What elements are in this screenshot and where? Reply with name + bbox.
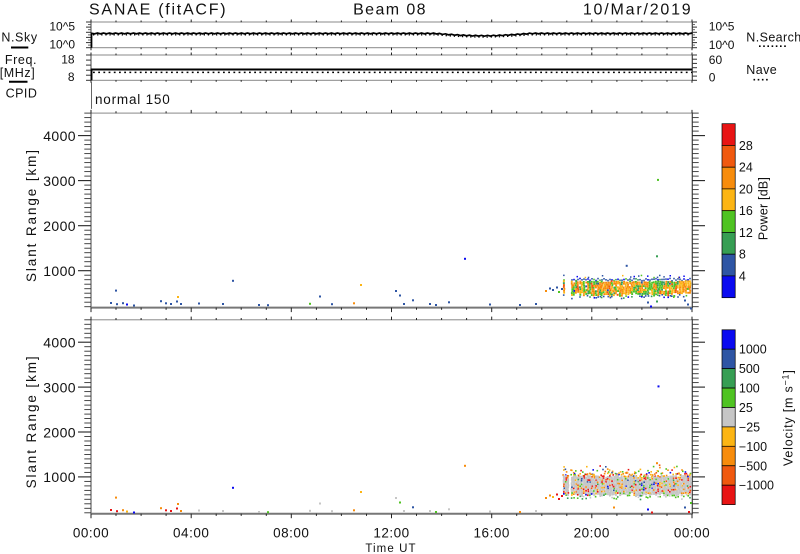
svg-text:12:00: 12:00	[373, 526, 409, 541]
svg-text:Slant Range [km]: Slant Range [km]	[24, 148, 39, 282]
svg-text:25: 25	[739, 401, 753, 415]
svg-text:Slant Range [km]: Slant Range [km]	[24, 354, 39, 488]
svg-text:N.Search: N.Search	[746, 31, 800, 45]
svg-text:2000: 2000	[43, 218, 76, 234]
svg-text:Time UT: Time UT	[365, 543, 416, 554]
svg-text:−100: −100	[739, 440, 767, 454]
svg-text:00:00: 00:00	[73, 526, 109, 541]
svg-text:00:00: 00:00	[674, 526, 710, 541]
svg-text:12: 12	[739, 226, 753, 240]
svg-text:10/Mar/2019: 10/Mar/2019	[583, 2, 693, 19]
svg-text:−25: −25	[739, 420, 760, 434]
svg-text:4000: 4000	[43, 335, 76, 351]
svg-text:28: 28	[739, 139, 753, 153]
svg-text:[MHz]: [MHz]	[0, 66, 35, 80]
svg-text:1000: 1000	[739, 343, 767, 357]
svg-text:10^5: 10^5	[49, 19, 75, 33]
svg-text:8: 8	[68, 70, 75, 84]
svg-text:Beam 08: Beam 08	[353, 2, 427, 19]
svg-text:10^5: 10^5	[709, 20, 735, 34]
svg-text:60: 60	[709, 53, 723, 67]
svg-text:500: 500	[739, 362, 760, 376]
svg-text:Freq.: Freq.	[5, 53, 37, 67]
svg-text:1000: 1000	[43, 469, 76, 485]
svg-text:0: 0	[709, 70, 716, 84]
svg-text:2000: 2000	[43, 424, 76, 440]
svg-text:N.Sky: N.Sky	[1, 31, 37, 45]
svg-text:3000: 3000	[43, 379, 76, 395]
svg-text:−500: −500	[739, 459, 767, 473]
svg-text:4: 4	[739, 269, 746, 283]
svg-text:10^0: 10^0	[709, 38, 735, 52]
svg-text:4000: 4000	[43, 128, 76, 144]
svg-text:16: 16	[739, 204, 753, 218]
svg-text:08:00: 08:00	[273, 526, 309, 541]
svg-text:SANAE (fitACF): SANAE (fitACF)	[89, 2, 227, 19]
svg-text:Power [dB]: Power [dB]	[757, 177, 771, 240]
svg-text:04:00: 04:00	[173, 526, 209, 541]
svg-text:Velocity [m s−1]: Velocity [m s−1]	[781, 369, 796, 466]
svg-text:CPID: CPID	[6, 86, 38, 100]
svg-text:24: 24	[739, 161, 753, 175]
svg-text:18: 18	[61, 52, 75, 66]
svg-text:20: 20	[739, 182, 753, 196]
svg-text:3000: 3000	[43, 173, 76, 189]
svg-text:16:00: 16:00	[474, 526, 510, 541]
svg-text:Nave: Nave	[746, 63, 777, 77]
svg-text:20:00: 20:00	[574, 526, 610, 541]
svg-text:8: 8	[739, 248, 746, 262]
svg-text:normal 150: normal 150	[95, 92, 171, 107]
svg-text:−1000: −1000	[739, 479, 774, 493]
svg-text:1000: 1000	[43, 263, 76, 279]
svg-text:100: 100	[739, 382, 760, 396]
svg-text:10^0: 10^0	[49, 38, 75, 52]
